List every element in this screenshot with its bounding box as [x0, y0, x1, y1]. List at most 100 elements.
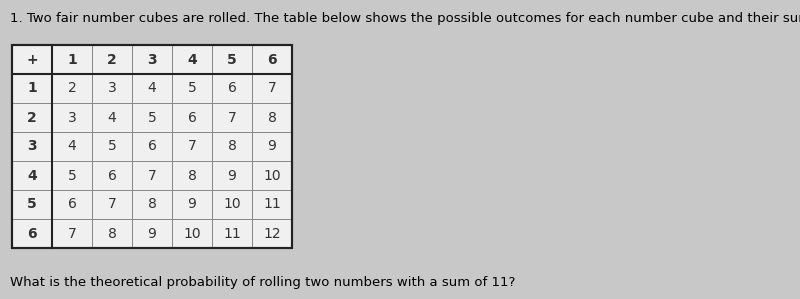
Text: 7: 7 [108, 198, 116, 211]
Bar [52, 161, 92, 190]
Text: 2: 2 [107, 53, 117, 66]
Bar [212, 190, 252, 219]
Bar [212, 219, 252, 248]
Bar [252, 132, 292, 161]
Bar [12, 161, 52, 190]
Bar [132, 74, 172, 103]
Bar [172, 132, 212, 161]
Bar [172, 45, 212, 74]
Text: 1: 1 [67, 53, 77, 66]
Text: What is the theoretical probability of rolling two numbers with a sum of 11?: What is the theoretical probability of r… [10, 276, 515, 289]
Bar [252, 219, 292, 248]
Text: 9: 9 [227, 169, 237, 182]
Text: 5: 5 [148, 111, 156, 124]
Text: 6: 6 [267, 53, 277, 66]
Bar [132, 219, 172, 248]
Text: 7: 7 [228, 111, 236, 124]
Bar [92, 190, 132, 219]
Text: 3: 3 [147, 53, 157, 66]
Text: 8: 8 [147, 198, 157, 211]
Text: 8: 8 [187, 169, 197, 182]
Bar [252, 74, 292, 103]
Text: 2: 2 [68, 82, 76, 95]
Bar [52, 103, 92, 132]
Text: 4: 4 [108, 111, 116, 124]
Text: 10: 10 [223, 198, 241, 211]
Text: 6: 6 [147, 140, 157, 153]
Bar [172, 74, 212, 103]
Bar [52, 219, 92, 248]
Bar [52, 190, 92, 219]
Bar [12, 45, 292, 248]
Bar [252, 103, 292, 132]
Bar [252, 190, 292, 219]
Text: 7: 7 [68, 227, 76, 240]
Text: 6: 6 [67, 198, 77, 211]
Bar [132, 161, 172, 190]
Text: 8: 8 [227, 140, 237, 153]
Bar [12, 132, 52, 161]
Bar [212, 161, 252, 190]
Text: 10: 10 [263, 169, 281, 182]
Bar [12, 219, 52, 248]
Text: 6: 6 [107, 169, 117, 182]
Bar [212, 45, 252, 74]
Bar [252, 161, 292, 190]
Text: 12: 12 [263, 227, 281, 240]
Bar [172, 219, 212, 248]
Bar [52, 74, 92, 103]
Text: 11: 11 [223, 227, 241, 240]
Bar [92, 74, 132, 103]
Bar [252, 45, 292, 74]
Text: 9: 9 [187, 198, 197, 211]
Text: 6: 6 [227, 82, 237, 95]
Bar [12, 45, 52, 74]
Text: 11: 11 [263, 198, 281, 211]
Text: 8: 8 [107, 227, 117, 240]
Bar [132, 45, 172, 74]
Text: +: + [26, 53, 38, 66]
Bar [132, 132, 172, 161]
Text: 5: 5 [227, 53, 237, 66]
Text: 4: 4 [187, 53, 197, 66]
Text: 3: 3 [68, 111, 76, 124]
Text: 4: 4 [27, 169, 37, 182]
Bar [52, 132, 92, 161]
Bar [12, 74, 52, 103]
Bar [212, 103, 252, 132]
Text: 4: 4 [68, 140, 76, 153]
Text: 1. Two fair number cubes are rolled. The table below shows the possible outcomes: 1. Two fair number cubes are rolled. The… [10, 12, 800, 25]
Text: 7: 7 [148, 169, 156, 182]
Text: 8: 8 [267, 111, 277, 124]
Text: 4: 4 [148, 82, 156, 95]
Text: 10: 10 [183, 227, 201, 240]
Bar [92, 45, 132, 74]
Bar [92, 219, 132, 248]
Bar [172, 161, 212, 190]
Text: 1: 1 [27, 82, 37, 95]
Bar [172, 190, 212, 219]
Bar [212, 132, 252, 161]
Text: 2: 2 [27, 111, 37, 124]
Text: 5: 5 [27, 198, 37, 211]
Text: 5: 5 [108, 140, 116, 153]
Text: 7: 7 [188, 140, 196, 153]
Text: 5: 5 [188, 82, 196, 95]
Text: 3: 3 [27, 140, 37, 153]
Bar [132, 190, 172, 219]
Bar [132, 103, 172, 132]
Text: 6: 6 [187, 111, 197, 124]
Bar [12, 103, 52, 132]
Bar [92, 161, 132, 190]
Bar [212, 74, 252, 103]
Bar [172, 103, 212, 132]
Bar [92, 132, 132, 161]
Text: 5: 5 [68, 169, 76, 182]
Bar [92, 103, 132, 132]
Text: 7: 7 [268, 82, 276, 95]
Text: 3: 3 [108, 82, 116, 95]
Bar [52, 45, 92, 74]
Text: 9: 9 [267, 140, 277, 153]
Text: 9: 9 [147, 227, 157, 240]
Bar [12, 45, 292, 248]
